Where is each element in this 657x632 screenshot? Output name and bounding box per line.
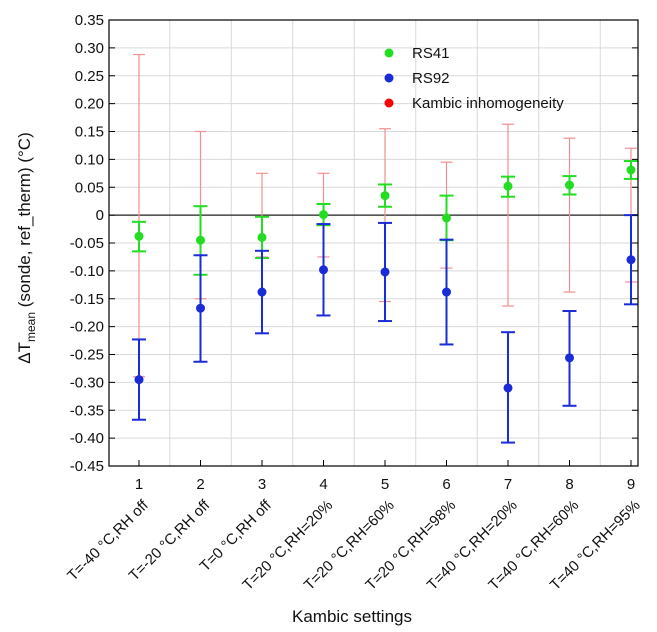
rs92-point [626, 255, 636, 265]
y-tick-label: -0.25 [70, 347, 104, 364]
x-tick-label: 7 [504, 476, 512, 493]
x-tick-label: 8 [565, 476, 573, 493]
plot-frame [108, 19, 639, 467]
x-axis-title: Kambic settings [292, 607, 412, 626]
rs41-point [565, 180, 574, 190]
y-tick-label: -0.40 [70, 430, 104, 447]
legend-marker [384, 73, 394, 83]
legend-marker [384, 98, 394, 108]
x-tick-label: 4 [319, 476, 327, 493]
x-tick-label: 6 [442, 476, 450, 493]
rs41-point [319, 210, 328, 220]
rs92-point [442, 287, 451, 297]
x-tick-label: 1 [135, 476, 143, 493]
legend-marker [384, 48, 394, 58]
rs41-point [503, 181, 513, 191]
y-tick-label: 0.20 [75, 96, 104, 113]
x-tick-label: 9 [627, 476, 635, 493]
y-tick-label: -0.30 [70, 374, 104, 391]
rs41-point [442, 213, 451, 223]
y-tick-label: 0.05 [75, 179, 104, 196]
y-tick-label: 0 [96, 207, 104, 224]
y-tick-label: -0.15 [70, 291, 104, 308]
legend-label: Kambic inhomogeneity [412, 95, 564, 112]
rs92-point [380, 267, 390, 277]
y-tick-label: -0.35 [70, 402, 104, 419]
x-tick-label: 5 [381, 476, 389, 493]
y-axis-title-rest: (sonde, ref_therm) (°C) [15, 132, 34, 312]
x-tick-label: 2 [196, 476, 204, 493]
rs92-point [565, 353, 574, 363]
y-tick-label: -0.05 [70, 235, 104, 252]
y-tick-label: 0.25 [75, 68, 104, 85]
y-tick-label: 0.30 [75, 40, 104, 57]
y-tick-label: 0.15 [75, 124, 104, 141]
y-tick-label: -0.45 [70, 458, 104, 475]
series-layer [132, 53, 638, 444]
rs92-point [319, 265, 328, 275]
axes-layer [108, 19, 639, 467]
grid-layer [109, 20, 638, 466]
rs41-point [257, 232, 267, 242]
y-axis-title: ΔTmean (sonde, ref_therm) (°C) [15, 132, 38, 363]
y-axis-title-main: ΔT [15, 342, 34, 364]
x-tick-label: 3 [258, 476, 266, 493]
rs41-point [134, 231, 144, 241]
legend-label: RS41 [412, 45, 450, 62]
legend-layer: RS41 RS92 Kambic inhomogeneity [384, 45, 564, 112]
y-axis-title-sub: mean [24, 312, 38, 342]
y-tick-label: -0.10 [70, 263, 104, 280]
rs41-point [380, 191, 390, 201]
y-tick-label: -0.20 [70, 319, 104, 336]
rs41-point [196, 235, 205, 245]
y-tick-label: 0.10 [75, 151, 104, 168]
y-tick-label: 0.35 [75, 12, 104, 29]
legend-label: RS92 [412, 70, 450, 87]
rs92-point [134, 375, 144, 385]
rs41-point [626, 165, 636, 175]
rs92-point [257, 287, 267, 297]
rs92-point [503, 383, 513, 393]
rs92-point [196, 303, 205, 313]
